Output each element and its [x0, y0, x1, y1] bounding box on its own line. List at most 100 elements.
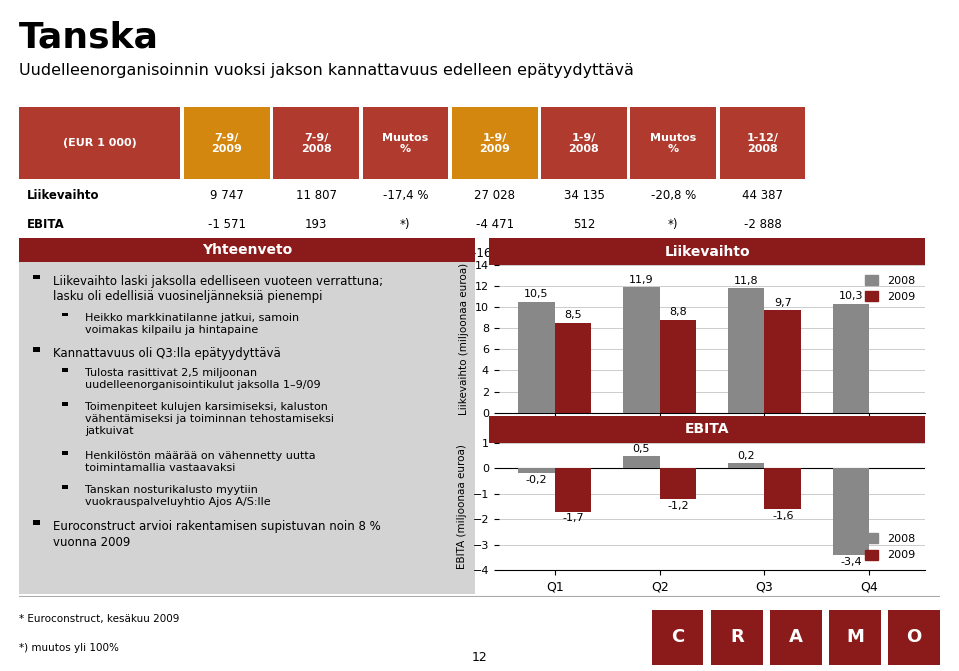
Text: -1,7: -1,7 [562, 513, 584, 523]
Text: -1,2: -1,2 [667, 501, 689, 511]
Text: 11 807: 11 807 [295, 189, 337, 202]
Bar [554, 468, 592, 512]
Text: EBITA: EBITA [27, 218, 64, 231]
Text: EBITA: EBITA [685, 423, 730, 436]
Text: -1 571: -1 571 [208, 218, 246, 231]
Text: * Euroconstruct, kesäkuu 2009: * Euroconstruct, kesäkuu 2009 [19, 614, 179, 624]
Text: Yhteenveto: Yhteenveto [201, 244, 292, 257]
Text: 7-9/
2009: 7-9/ 2009 [211, 133, 243, 154]
Text: Tanska: Tanska [19, 20, 159, 54]
Bar [728, 289, 764, 413]
Text: Toimenpiteet kulujen karsimiseksi, kaluston
vähentämiseksi ja toiminnan tehostam: Toimenpiteet kulujen karsimiseksi, kalus… [85, 402, 335, 436]
FancyBboxPatch shape [712, 611, 762, 664]
Bar [728, 463, 764, 468]
Text: *): *) [668, 218, 679, 231]
FancyBboxPatch shape [62, 485, 68, 489]
FancyBboxPatch shape [489, 416, 925, 443]
Text: *) muutos yli 100%: *) muutos yli 100% [19, 643, 119, 653]
Text: 11,9: 11,9 [629, 274, 654, 285]
Text: 193: 193 [305, 218, 327, 231]
Text: Muutos
%: Muutos % [383, 133, 429, 154]
Text: A: A [789, 629, 803, 646]
Text: Euroconstruct arvioi rakentamisen supistuvan noin 8 %
vuonna 2009: Euroconstruct arvioi rakentamisen supist… [54, 520, 381, 549]
FancyBboxPatch shape [33, 520, 40, 525]
Text: C: C [671, 629, 685, 646]
Text: -0,2: -0,2 [526, 475, 548, 485]
Text: Uudelleenorganisoinnin vuoksi jakson kannattavuus edelleen epätyydyttävä: Uudelleenorganisoinnin vuoksi jakson kan… [19, 63, 634, 78]
Text: -1,6: -1,6 [772, 511, 794, 521]
Text: Tanskan nosturikalusto myytiin
vuokrauspalveluyhtio Ajos A/S:lle: Tanskan nosturikalusto myytiin vuokrausp… [85, 485, 270, 507]
Text: -16,1 %: -16,1 % [204, 248, 249, 260]
FancyBboxPatch shape [363, 107, 448, 179]
Bar [764, 311, 801, 413]
Bar [623, 456, 660, 468]
Text: 9 747: 9 747 [210, 189, 244, 202]
Text: 1,6 %: 1,6 % [299, 248, 333, 260]
FancyBboxPatch shape [62, 451, 68, 455]
FancyBboxPatch shape [541, 107, 627, 179]
Bar [518, 302, 554, 413]
Bar [832, 468, 870, 555]
FancyBboxPatch shape [33, 275, 40, 279]
FancyBboxPatch shape [888, 611, 940, 664]
Text: 34 135: 34 135 [564, 189, 604, 202]
Text: 10,5: 10,5 [525, 289, 549, 299]
Text: (EUR 1 000): (EUR 1 000) [63, 138, 136, 148]
Text: Liikevaihto laski jaksolla edelliseen vuoteen verrattuna;
lasku oli edellisiä vu: Liikevaihto laski jaksolla edelliseen vu… [54, 275, 384, 303]
Text: O: O [906, 629, 922, 646]
Text: 10,3: 10,3 [839, 291, 863, 301]
Text: -16,5 %: -16,5 % [472, 248, 517, 260]
FancyBboxPatch shape [19, 238, 475, 594]
Text: 9,7: 9,7 [774, 298, 792, 308]
FancyBboxPatch shape [62, 368, 68, 372]
FancyBboxPatch shape [62, 402, 68, 406]
FancyBboxPatch shape [452, 107, 537, 179]
Bar [764, 468, 801, 509]
Bar [660, 468, 696, 499]
Text: Kannattavuus oli Q3:lla epätyydyttävä: Kannattavuus oli Q3:lla epätyydyttävä [54, 348, 281, 360]
FancyBboxPatch shape [652, 611, 704, 664]
Y-axis label: Liikevaihto (miljoonaa euroa): Liikevaihto (miljoonaa euroa) [459, 263, 469, 415]
Legend: 2008, 2009: 2008, 2009 [860, 270, 920, 307]
Text: -17,4 %: -17,4 % [383, 189, 428, 202]
Text: 0,5: 0,5 [633, 444, 650, 454]
Bar [660, 320, 696, 413]
Y-axis label: EBITA (miljoonaa euroa): EBITA (miljoonaa euroa) [456, 444, 467, 569]
Text: 1-9/
2008: 1-9/ 2008 [569, 133, 599, 154]
Text: -2 888: -2 888 [744, 218, 782, 231]
Bar [832, 304, 870, 413]
FancyBboxPatch shape [720, 107, 806, 179]
Bar [623, 287, 660, 413]
FancyBboxPatch shape [184, 107, 269, 179]
Text: 12: 12 [472, 652, 487, 664]
FancyBboxPatch shape [830, 611, 880, 664]
Text: -4 471: -4 471 [476, 218, 514, 231]
Text: EBITA-%: EBITA-% [27, 248, 81, 260]
Bar [554, 323, 592, 413]
Text: 1-12/
2008: 1-12/ 2008 [747, 133, 779, 154]
Bar [518, 468, 554, 474]
FancyBboxPatch shape [630, 107, 716, 179]
Text: 27 028: 27 028 [474, 189, 515, 202]
Text: Tulosta rasittivat 2,5 miljoonan
uudelleenorganisointikulut jaksolla 1–9/09: Tulosta rasittivat 2,5 miljoonan uudelle… [85, 368, 321, 390]
Text: 8,8: 8,8 [669, 307, 687, 317]
Text: 8,5: 8,5 [564, 311, 582, 321]
Text: M: M [846, 629, 864, 646]
Text: *): *) [400, 218, 410, 231]
Text: 0,2: 0,2 [737, 452, 755, 462]
Text: Liikevaihto: Liikevaihto [665, 245, 750, 258]
Text: -6,5 %: -6,5 % [743, 248, 782, 260]
Text: Muutos
%: Muutos % [650, 133, 696, 154]
FancyBboxPatch shape [19, 238, 475, 262]
Text: Liikevaihto: Liikevaihto [27, 189, 99, 202]
FancyBboxPatch shape [19, 107, 180, 179]
Text: R: R [730, 629, 744, 646]
Text: 512: 512 [573, 218, 596, 231]
Legend: 2008, 2009: 2008, 2009 [860, 529, 920, 565]
Text: 1,5 %: 1,5 % [567, 248, 600, 260]
Text: 44 387: 44 387 [742, 189, 784, 202]
FancyBboxPatch shape [273, 107, 359, 179]
FancyBboxPatch shape [489, 238, 925, 265]
FancyBboxPatch shape [33, 348, 40, 352]
FancyBboxPatch shape [62, 313, 68, 316]
